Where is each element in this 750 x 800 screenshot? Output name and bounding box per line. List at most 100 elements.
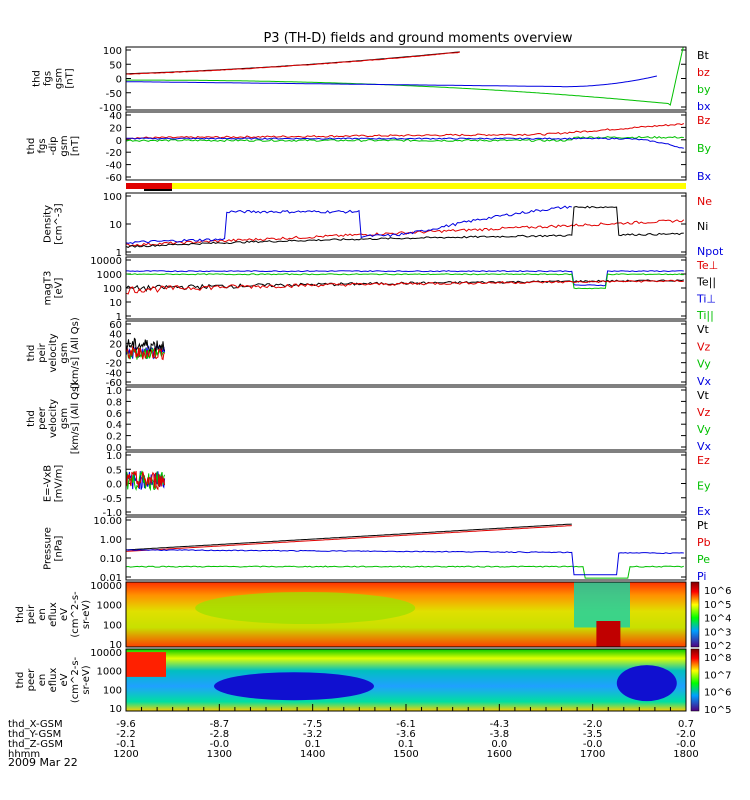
x-row-value: 1400 — [300, 749, 325, 760]
y-tick-label: -20 — [106, 148, 122, 159]
panel-efield: E=-VxB [mV/m] 1.0 0.5 0.0 -0.5 -1.0 Ez Ey Ex — [43, 451, 711, 519]
x-row-value: 1300 — [207, 749, 232, 760]
date-label: 2009 Mar 22 — [8, 756, 78, 769]
spec-patch — [574, 582, 630, 628]
ylabel-line: Density — [43, 205, 54, 243]
legend-bt: Bt — [697, 49, 710, 62]
colorbar-label: 10^2 — [704, 641, 731, 652]
y-tick-label: 0.01 — [100, 573, 122, 584]
series-by — [126, 135, 684, 142]
ylabel-line: thd — [26, 410, 37, 427]
panel-peer-spec-ylabel: thd peer en eflux eV (cm^2-s-sr-eV) — [15, 656, 92, 703]
legend-ne: Ne — [697, 195, 712, 208]
x-row-value: 1600 — [487, 749, 512, 760]
ylabel-line: thd — [15, 606, 26, 623]
colorbar-label: 10^5 — [704, 600, 731, 611]
ylabel-line: en — [37, 608, 48, 621]
x-row-value: -3.2 — [303, 729, 323, 740]
x-row-value: -0.1 — [116, 739, 136, 750]
panel-peir-vel-ylabel: thd peir velocity gsm [km/s] (All Qs) — [26, 317, 81, 389]
ylabel-line: Pressure — [43, 527, 54, 570]
ylabel-line: thd — [32, 70, 43, 87]
x-row-value: -2.0 — [583, 719, 603, 730]
ylabel-line: thd — [15, 672, 26, 689]
spec-patch — [616, 665, 677, 702]
x-row-value: -9.6 — [116, 719, 136, 730]
y-tick-label: 100 — [103, 284, 122, 295]
ylabel-line: gsm — [59, 342, 70, 363]
quality-bar-yellow — [126, 183, 686, 189]
ylabel-line: [mV/m] — [54, 465, 65, 503]
series-ni — [126, 205, 684, 248]
legend-bx: Bx — [697, 170, 712, 183]
series-bx — [126, 75, 658, 88]
y-tick-label: 0 — [116, 349, 122, 360]
x-row-value: -2.0 — [676, 729, 696, 740]
x-row-value: 0.0 — [491, 739, 507, 750]
panel-frame — [125, 46, 687, 111]
panel-pressure-ylabel: Pressure [nPa] — [43, 527, 65, 570]
y-tick-label: 100 — [103, 620, 122, 631]
ylabel-line: sr-eV) — [81, 665, 92, 694]
legend-vz: Vz — [697, 340, 711, 353]
colorbar-label: 10^7 — [704, 670, 731, 681]
y-tick-label: 0 — [116, 75, 122, 86]
x-row-value: -7.5 — [303, 719, 323, 730]
y-tick-label: 10000 — [90, 581, 122, 592]
spec-patch — [195, 592, 416, 624]
colorbar-label: 10^4 — [704, 614, 731, 625]
ylabel-line: [nPa] — [54, 535, 65, 561]
x-row-value: -6.1 — [396, 719, 416, 730]
legend-by: By — [697, 142, 712, 155]
x-row-value: -0.0 — [676, 739, 696, 750]
panel-fgs-dip-ylabel: thd fgs -dip gsm [nT] — [26, 135, 81, 156]
legend-pt: Pt — [697, 519, 709, 532]
legend-bz: bz — [697, 66, 710, 79]
panel-peer-spec: thd peer en eflux eV (cm^2-s-sr-eV)1000010001… — [15, 648, 731, 716]
panel-frame — [125, 111, 687, 181]
x-row-value: 1500 — [393, 749, 418, 760]
panel-frame — [125, 581, 687, 648]
series-ez — [126, 470, 166, 491]
y-tick-label: -50 — [106, 89, 122, 100]
y-tick-label: 1000 — [97, 667, 122, 678]
legend-ey: Ey — [697, 480, 711, 493]
series-pe — [126, 565, 684, 579]
panel-frame — [125, 386, 687, 451]
ylabel-line: [nT] — [70, 136, 81, 156]
x-row-label: thd_Y-GSM — [8, 729, 61, 740]
x-row-value: -2.8 — [210, 729, 230, 740]
legend-ti: Ti⊥ — [696, 292, 716, 305]
panel-density: Density [cm^-3] 100 10 1 Ne Ni Npot — [43, 192, 724, 259]
x-row-value: -4.3 — [490, 719, 510, 730]
y-tick-label: -40 — [106, 161, 122, 172]
legend-vx: Vx — [697, 375, 712, 388]
y-tick-label: 0.0 — [106, 480, 122, 491]
series-vt — [126, 337, 166, 352]
legend-npot: Npot — [697, 245, 724, 258]
ylabel-line: [km/s] (All Qs) — [70, 383, 81, 455]
legend-vt: Vt — [697, 389, 710, 402]
ylabel-line: eV — [59, 608, 70, 621]
y-tick-label: 1.0 — [106, 386, 122, 397]
panel-efield-ylabel: E=-VxB [mV/m] — [43, 465, 65, 503]
y-tick-label: 100 — [103, 192, 122, 203]
x-row-value: 1200 — [113, 749, 138, 760]
y-tick-label: 10 — [109, 704, 122, 715]
series-bx — [126, 137, 684, 149]
panel-fgs-dip-data — [126, 123, 685, 149]
x-row-value: -3.5 — [583, 729, 603, 740]
y-tick-label: 1 — [116, 312, 122, 323]
panel-peer-vel-ylabel: thd peer velocity gsm [km/s] (All Qs) — [26, 383, 81, 455]
ylabel-line: sr-eV) — [81, 600, 92, 629]
legend-vy: Vy — [697, 358, 711, 371]
y-tick-label: 40 — [109, 111, 122, 122]
panel-peer-vel: thd peer velocity gsm [km/s] (All Qs) 1.00.80… — [26, 383, 712, 455]
ylabel-line: gsm — [59, 135, 70, 156]
colorbar-label: 10^3 — [704, 627, 731, 638]
legend-vx: Vx — [697, 440, 712, 453]
ylabel-line: velocity — [48, 399, 59, 438]
colorbar-peir-spec: 10^6 10^5 10^4 10^3 10^2 — [690, 581, 731, 652]
